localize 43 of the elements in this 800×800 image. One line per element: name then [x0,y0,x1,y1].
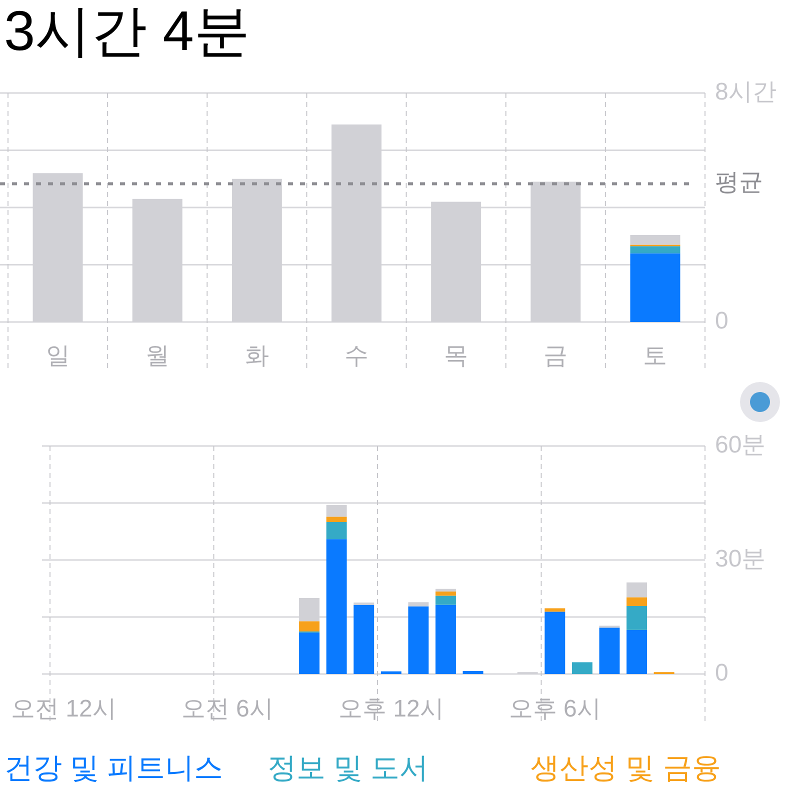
x-tick-label: 오전 6시 [181,695,274,722]
bar [299,621,320,632]
y-tick-label: 60분 [715,431,766,458]
bar [626,606,648,630]
bar [354,604,374,674]
bar [326,522,347,540]
bar [408,606,429,674]
bar [435,604,456,674]
legend: 건강 및 피트니스 정보 및 도서 생산성 및 금융 [4,752,721,785]
bar [630,246,680,254]
bar [630,234,680,245]
y-tick-label: 30분 [715,545,766,572]
chart-title: 3시간 4분 [4,0,250,62]
bar [572,662,592,674]
bar [626,582,648,598]
y-tick-label: 0 [715,307,728,334]
x-tick-label: 오전 12시 [10,695,116,722]
bar [626,630,648,674]
bar [435,592,456,596]
y-tick-label: 8시간 [715,78,776,106]
x-tick-label: 오후 6시 [508,695,601,722]
bar [630,253,680,322]
bar [599,628,620,674]
bar [299,632,320,674]
bar [626,597,648,606]
bar [435,596,456,605]
bar [380,671,402,674]
bar [462,670,484,674]
bar [408,602,429,606]
x-tick-label: 일 [46,342,70,370]
bar [326,539,347,674]
x-tick-label: 화 [244,342,269,370]
x-tick-label: 오후 12시 [338,695,444,722]
bar [326,516,347,522]
bar [544,612,566,674]
x-tick-label: 월 [145,342,170,370]
bar [435,588,456,592]
y-tick-label: 0 [715,659,728,686]
x-tick-label: 토 [643,342,668,370]
x-tick-label: 금 [544,342,568,370]
ref-line-label: 평균 [715,169,763,196]
x-tick-label: 수 [344,342,368,370]
x-tick-label: 목 [444,342,468,370]
